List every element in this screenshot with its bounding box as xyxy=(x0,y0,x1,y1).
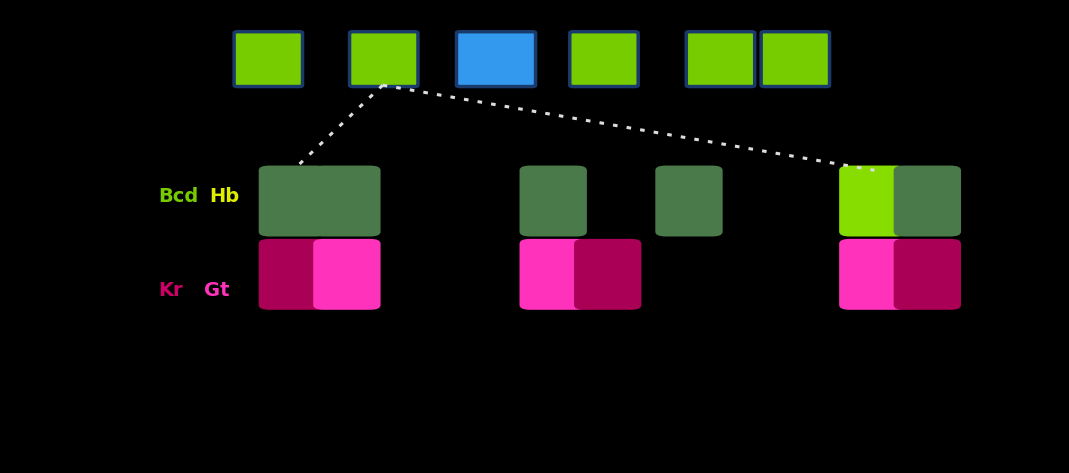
FancyBboxPatch shape xyxy=(350,32,418,87)
FancyBboxPatch shape xyxy=(520,239,587,310)
Text: Hb: Hb xyxy=(210,187,239,206)
FancyBboxPatch shape xyxy=(259,239,326,310)
FancyBboxPatch shape xyxy=(259,166,326,236)
FancyBboxPatch shape xyxy=(839,166,907,236)
Text: Kr: Kr xyxy=(158,281,183,300)
FancyBboxPatch shape xyxy=(234,32,303,87)
FancyBboxPatch shape xyxy=(894,166,961,236)
FancyBboxPatch shape xyxy=(894,239,961,310)
FancyBboxPatch shape xyxy=(839,239,907,310)
Text: Gt: Gt xyxy=(204,281,230,300)
FancyBboxPatch shape xyxy=(313,166,381,236)
FancyBboxPatch shape xyxy=(574,239,641,310)
FancyBboxPatch shape xyxy=(655,166,723,236)
FancyBboxPatch shape xyxy=(520,166,587,236)
FancyBboxPatch shape xyxy=(456,32,536,87)
Text: Bcd: Bcd xyxy=(158,187,199,206)
FancyBboxPatch shape xyxy=(570,32,638,87)
FancyBboxPatch shape xyxy=(313,239,381,310)
FancyBboxPatch shape xyxy=(761,32,830,87)
FancyBboxPatch shape xyxy=(686,32,755,87)
